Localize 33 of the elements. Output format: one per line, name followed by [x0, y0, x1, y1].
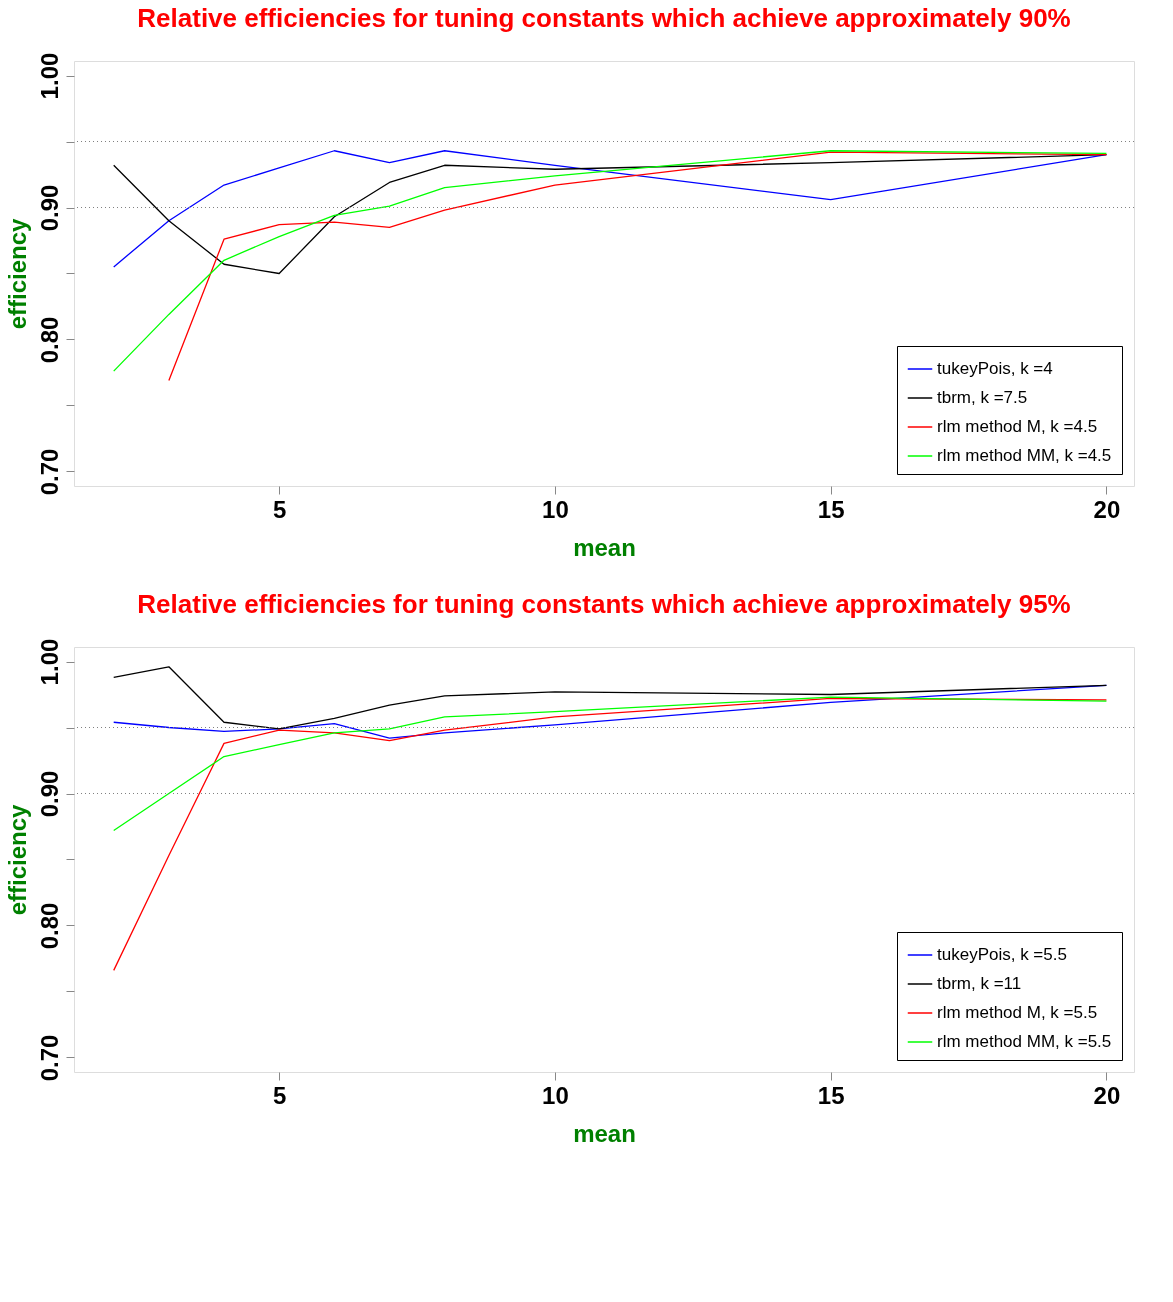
chart-title: Relative efficiencies for tuning constants which achieve approximately 90% [137, 3, 1071, 34]
legend-label: tukeyPois, k =5.5 [937, 945, 1067, 964]
y-axis-title: efficiency [3, 803, 31, 916]
x-tick-label: 10 [542, 1081, 569, 1109]
x-tick-label: 20 [1093, 1081, 1121, 1109]
line-series [113, 666, 1108, 730]
x-axis-title: mean [573, 533, 636, 561]
legend-label: tbrm, k =7.5 [937, 388, 1028, 407]
legend-label: tukeyPois, k =4 [937, 359, 1053, 378]
x-tick-label: 5 [272, 495, 287, 523]
y-tick-label: 0.90 [35, 770, 63, 818]
y-axis-title: efficiency [3, 217, 31, 330]
legend-label: rlm method MM, k =4.5 [937, 446, 1112, 465]
y-tick-label: 1.00 [35, 52, 63, 100]
y-tick-label: 1.00 [35, 638, 63, 686]
x-axis-title: mean [573, 1119, 636, 1147]
y-tick-label: 0.70 [35, 1034, 63, 1082]
legend-label: tbrm, k =11 [937, 974, 1022, 993]
legend-label: rlm method MM, k =5.5 [937, 1032, 1112, 1051]
y-tick-label: 0.80 [35, 316, 63, 364]
x-tick-label: 15 [817, 495, 845, 523]
y-tick-label: 0.80 [35, 902, 63, 950]
line-series [113, 697, 1108, 972]
line-series [113, 696, 1108, 832]
chart-title: Relative efficiencies for tuning constants which achieve approximately 95% [137, 589, 1071, 620]
x-tick-label: 15 [817, 1081, 845, 1109]
x-tick-label: 10 [542, 495, 569, 523]
legend-label: rlm method M, k =5.5 [937, 1003, 1098, 1022]
y-tick-label: 0.90 [35, 184, 63, 232]
legend-label: rlm method M, k =4.5 [937, 417, 1098, 436]
x-tick-label: 5 [272, 1081, 287, 1109]
y-tick-label: 0.70 [35, 448, 63, 496]
x-tick-label: 20 [1093, 495, 1121, 523]
